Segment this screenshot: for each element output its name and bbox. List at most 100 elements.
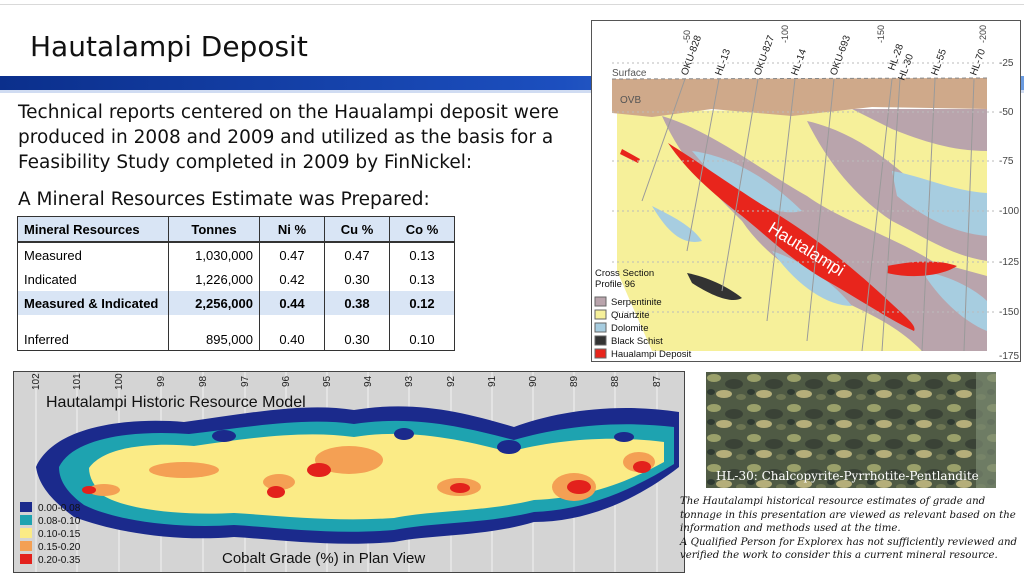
cu-cell: 0.30 xyxy=(324,315,390,351)
table-row: Indicated 1,226,000 0.42 0.30 0.13 xyxy=(17,267,455,291)
depth-gridlines xyxy=(612,62,997,313)
legend-swatch-20-35 xyxy=(20,554,32,564)
section-label: 92 xyxy=(446,375,457,387)
drillhole-label: HL-55 xyxy=(929,47,949,77)
plan-title: Hautalampi Historic Resource Model xyxy=(46,394,306,411)
legend-label: Haualampi Deposit xyxy=(611,349,692,360)
core-caption: HL-30: Chalcopyrite-Pyrrhotite-Pentlandi… xyxy=(716,469,979,483)
legend-swatch-15-20 xyxy=(20,541,32,551)
dolomite-patch xyxy=(692,151,802,213)
black-schist-lens xyxy=(687,273,742,301)
disclaimer-line: information and methods used at the time… xyxy=(680,523,901,534)
ni-cell: 0.44 xyxy=(259,291,325,315)
grade-zone-very-high xyxy=(82,486,96,494)
legend-label: 0.15-0.20 xyxy=(38,542,81,553)
drillhole-line xyxy=(721,78,759,292)
disclaimer-line: tonnage in this presentation are viewed … xyxy=(680,509,1016,521)
dolomite-patch xyxy=(892,171,987,236)
drillhole-line xyxy=(921,78,936,352)
legend-label: 0.10-0.15 xyxy=(38,529,81,540)
plan-view-figure: 102 101 100 99 98 97 96 95 94 93 92 91 9… xyxy=(13,371,685,573)
section-label: 100 xyxy=(114,373,125,390)
section-label: 90 xyxy=(528,375,539,387)
plan-view-svg: 102 101 100 99 98 97 96 95 94 93 92 91 9… xyxy=(14,372,684,572)
hautalampi-deposit xyxy=(668,143,915,331)
tonnes-cell: 1,226,000 xyxy=(168,267,260,291)
top-tick: -100 xyxy=(780,25,790,43)
header-mineral-resources: Mineral Resources xyxy=(17,216,169,243)
section-label: 99 xyxy=(156,375,167,387)
cu-cell: 0.30 xyxy=(324,267,390,291)
depth-tick: -75 xyxy=(999,156,1014,167)
depth-tick: -25 xyxy=(999,58,1014,69)
legend-title: Profile 96 xyxy=(595,279,635,290)
dolomite-patch xyxy=(922,271,987,331)
grade-zone-high xyxy=(88,484,120,496)
legend-swatch-deposit xyxy=(594,348,607,359)
tonnes-cell: 2,256,000 xyxy=(168,291,260,315)
co-cell: 0.13 xyxy=(389,242,455,267)
drillhole-label: OKU-827 xyxy=(752,34,777,77)
grade-zone-high xyxy=(263,474,295,490)
cross-section-svg: -50 -100 -150 -200 OKU-828 HL-13 OKU-827… xyxy=(594,25,1019,361)
legend-label: Serpentinite xyxy=(611,297,662,308)
drillhole-line xyxy=(861,78,893,352)
dolomite-patch xyxy=(652,206,702,242)
depth-tick: -175 xyxy=(999,351,1019,361)
legend-swatch-black-schist xyxy=(594,335,607,346)
ni-cell: 0.40 xyxy=(259,315,325,351)
ovb-layer xyxy=(612,78,987,117)
legend-label: 0.20-0.35 xyxy=(38,555,81,566)
top-tick: -200 xyxy=(978,25,988,43)
tonnes-cell: 1,030,000 xyxy=(168,242,260,267)
resource-subheading: A Mineral Resources Estimate was Prepare… xyxy=(18,189,430,210)
drillhole-label: HL-70 xyxy=(968,47,988,77)
section-label: 95 xyxy=(322,375,333,387)
grade-zone-very-high xyxy=(307,463,331,477)
core-sample-photo: HL-30: Chalcopyrite-Pyrrhotite-Pentlandi… xyxy=(706,372,996,488)
grade-zone-low-pocket xyxy=(212,430,236,442)
section-label: 88 xyxy=(610,375,621,387)
header-ni: Ni % xyxy=(259,216,325,243)
section-label: 93 xyxy=(404,375,415,387)
legend-swatch-0-08 xyxy=(20,502,32,512)
legend-swatch-serpentinite xyxy=(594,296,607,307)
cross-section-figure: -50 -100 -150 -200 OKU-828 HL-13 OKU-827… xyxy=(591,20,1021,362)
drillhole-line xyxy=(641,78,686,202)
section-label: 101 xyxy=(72,373,83,390)
row-label: Measured xyxy=(17,242,169,267)
table-row: Measured & Indicated 2,256,000 0.44 0.38… xyxy=(17,291,455,315)
legend-label: 0.00-0.08 xyxy=(38,503,81,514)
section-label: 96 xyxy=(281,375,292,387)
drillhole-line xyxy=(766,78,796,322)
co-cell: 0.13 xyxy=(389,267,455,291)
ovb-label: OVB xyxy=(620,95,641,106)
ni-cell: 0.47 xyxy=(259,242,325,267)
row-label: Indicated xyxy=(17,267,169,291)
drillhole-line xyxy=(881,78,901,352)
grade-zone-low-pocket xyxy=(614,432,634,442)
legend-label: Black Schist xyxy=(611,336,663,347)
grade-zone-high xyxy=(149,462,219,478)
section-label: 102 xyxy=(31,373,42,390)
top-tick: -150 xyxy=(876,25,886,43)
drillhole-label: HL-13 xyxy=(713,47,733,77)
section-label: 98 xyxy=(198,375,209,387)
grade-zone-very-high xyxy=(633,461,651,473)
co-cell: 0.10 xyxy=(389,315,455,351)
legend-swatch-08-10 xyxy=(20,515,32,525)
legend-label: Quartzite xyxy=(611,310,650,321)
legend-swatch-quartzite xyxy=(594,309,607,320)
section-label: 94 xyxy=(363,375,374,387)
section-label: 89 xyxy=(569,375,580,387)
cu-cell: 0.47 xyxy=(324,242,390,267)
legend-title: Cross Section xyxy=(595,268,654,279)
legend-swatch-10-15 xyxy=(20,528,32,538)
header-cu: Cu % xyxy=(324,216,390,243)
header-tonnes: Tonnes xyxy=(168,216,260,243)
grade-zone-very-high xyxy=(267,486,285,498)
title-band-shadow xyxy=(0,90,1024,93)
row-label: Inferred xyxy=(17,315,169,351)
drillhole-traces xyxy=(641,78,975,352)
depth-tick: -150 xyxy=(999,307,1019,318)
